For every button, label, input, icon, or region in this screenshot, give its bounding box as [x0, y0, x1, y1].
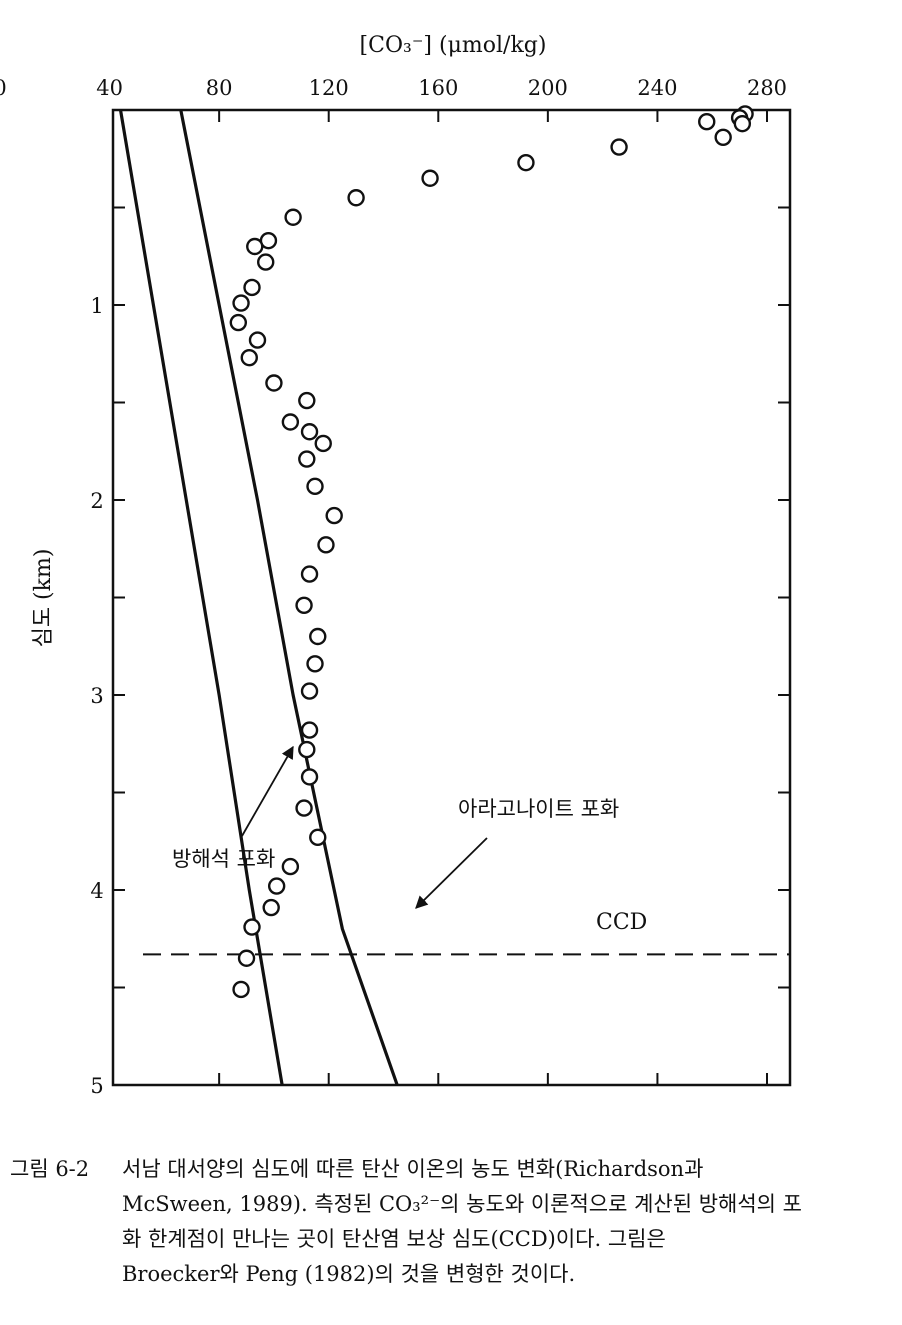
- calcite-label: 방해석 포화: [172, 847, 275, 871]
- data-point: [265, 374, 283, 392]
- ccd-label: CCD: [596, 910, 647, 935]
- data-point: [257, 253, 275, 271]
- aragonite-saturation-line: [179, 109, 399, 1086]
- y-tick-label: 4: [90, 879, 103, 903]
- x-tick-label: 240: [637, 76, 677, 100]
- data-point: [309, 627, 327, 646]
- measured-points: [229, 105, 754, 999]
- data-point: [714, 128, 732, 147]
- data-point: [300, 768, 319, 786]
- data-point: [246, 237, 264, 256]
- data-point: [347, 189, 365, 207]
- y-tick-label: 1: [90, 294, 103, 318]
- data-point: [295, 596, 313, 614]
- aragonite-arrow: [415, 837, 488, 909]
- data-point: [298, 740, 316, 759]
- data-point: [248, 331, 267, 349]
- data-point: [281, 857, 300, 876]
- caption-line-1: 서남 대서양의 심도에 따른 탄산 이온의 농도 변화(Richardson과: [122, 1157, 704, 1181]
- annotations: 방해석 포화 아라고나이트 포화 CCD: [172, 745, 647, 935]
- data-point: [232, 980, 250, 999]
- x-tick-label: 120: [309, 76, 349, 100]
- caption-line-3: 화 한계점이 만나는 곳이 탄산염 보상 심도(CCD)이다. 그림은: [122, 1227, 666, 1251]
- data-point: [295, 799, 313, 817]
- figure-caption: 그림 6-2 서남 대서양의 심도에 따른 탄산 이온의 농도 변화(Richa…: [10, 1152, 890, 1292]
- caption-line-2: McSween, 1989). 측정된 CO₃²⁻의 농도와 이론적으로 계산된…: [122, 1192, 802, 1216]
- data-point: [698, 112, 716, 131]
- data-point: [309, 828, 327, 847]
- data-point: [325, 506, 343, 525]
- data-point: [314, 434, 332, 453]
- data-point: [262, 898, 280, 917]
- axes: 0 40 80 120 160 200 240 280 [CO₃⁻] (μmol/kg) 1 2 3 4…: [0, 33, 792, 1098]
- calcite-arrow: [241, 745, 294, 837]
- data-point: [300, 423, 319, 441]
- saturation-lines: [118, 109, 399, 1086]
- x-axis-title: [CO₃⁻] (μmol/kg): [360, 33, 547, 58]
- data-point: [229, 313, 248, 332]
- data-point: [267, 877, 286, 895]
- co3-depth-chart: 0 40 80 120 160 200 240 280 [CO₃⁻] (μmol/kg) 1 2 3 4…: [0, 33, 792, 1098]
- data-point: [281, 413, 300, 431]
- data-point: [517, 153, 535, 172]
- data-point: [243, 278, 261, 297]
- data-point: [317, 536, 335, 554]
- data-point: [298, 391, 316, 410]
- data-point: [300, 682, 319, 700]
- data-point: [610, 138, 628, 156]
- data-point: [300, 565, 319, 583]
- plot-frame: [111, 108, 792, 1087]
- x-tick-label: 0: [0, 76, 7, 100]
- data-point: [237, 949, 256, 967]
- x-tick-label: 200: [528, 76, 568, 100]
- aragonite-label: 아라고나이트 포화: [458, 797, 619, 821]
- data-point: [733, 114, 752, 133]
- y-axis-title: 심도 (km): [31, 549, 56, 648]
- data-point: [306, 655, 324, 673]
- x-tick-label: 280: [747, 76, 787, 100]
- data-point: [240, 348, 258, 367]
- y-tick-label: 5: [90, 1074, 103, 1098]
- data-point: [232, 294, 250, 312]
- data-point: [300, 721, 319, 739]
- y-tick-label: 2: [90, 489, 103, 513]
- x-tick-label: 80: [206, 76, 233, 100]
- data-point: [421, 169, 439, 187]
- data-point: [298, 450, 316, 468]
- calcite-saturation-line: [118, 109, 284, 1086]
- y-tick-label: 3: [90, 684, 103, 708]
- data-point: [243, 918, 261, 936]
- caption-line-4: Broecker와 Peng (1982)의 것을 변형한 것이다.: [122, 1262, 576, 1286]
- caption-label: 그림 6-2: [10, 1157, 90, 1181]
- x-tick-label: 40: [96, 76, 123, 100]
- data-point: [306, 477, 324, 496]
- x-tick-label: 160: [418, 76, 458, 100]
- data-point: [284, 208, 302, 226]
